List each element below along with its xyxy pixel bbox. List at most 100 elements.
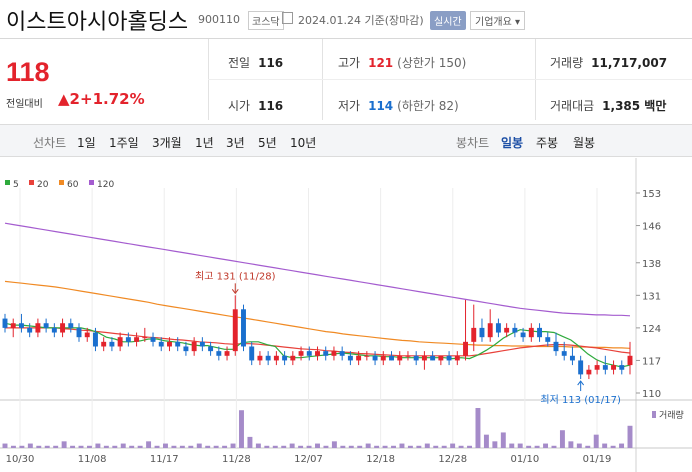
- volume-bar: [450, 443, 456, 448]
- tab-weekly[interactable]: 주봉: [536, 136, 559, 150]
- volume-bar: [281, 445, 287, 448]
- volume-bar: [86, 445, 92, 448]
- volume-bar: [171, 445, 177, 448]
- y-tick-label: 131: [642, 291, 661, 302]
- low-annotation-arrowhead: [577, 380, 585, 386]
- volume-bar: [585, 445, 591, 448]
- volume-bar: [340, 445, 346, 448]
- candle-body: [438, 355, 444, 361]
- tab-monthly[interactable]: 월봉: [573, 136, 596, 150]
- tab-5y[interactable]: 5년: [258, 136, 277, 150]
- volume-bar: [365, 443, 371, 448]
- volume-bar: [551, 445, 557, 448]
- candle-body: [389, 355, 394, 361]
- legend-label: 120: [97, 180, 114, 190]
- volume-bar: [391, 445, 396, 448]
- candle-body: [347, 355, 353, 361]
- volume-bar: [44, 445, 50, 448]
- volume-bar: [534, 445, 540, 448]
- volume-bar: [19, 445, 25, 448]
- volume-bar: [188, 445, 194, 448]
- candle-body: [479, 327, 485, 338]
- candle-body: [273, 355, 279, 361]
- candle-body: [224, 351, 230, 356]
- volume-bar: [179, 445, 185, 448]
- volume-bar: [593, 434, 599, 448]
- realtime-button[interactable]: 실시간: [430, 11, 466, 30]
- candle-body: [125, 337, 131, 342]
- base-date: 2024.01.24 기준(장마감): [298, 14, 424, 27]
- candle-body: [158, 341, 164, 347]
- volume-legend-swatch: [652, 411, 656, 418]
- candle-body: [199, 341, 205, 347]
- volume-bar: [264, 445, 270, 448]
- volume-bar: [53, 445, 59, 448]
- divider: [0, 38, 692, 39]
- volume-bar: [619, 443, 625, 448]
- x-tick-label: 01/19: [583, 454, 612, 465]
- candle-body: [520, 332, 526, 338]
- volume-bar: [10, 445, 16, 448]
- volume-bar: [399, 443, 405, 448]
- candle-body: [430, 355, 436, 361]
- tab-daily[interactable]: 일봉: [501, 136, 524, 150]
- volume-bar: [196, 443, 202, 448]
- change-label: 전일대비: [6, 99, 43, 110]
- candle-body: [18, 323, 24, 328]
- y-tick-label: 110: [642, 389, 661, 400]
- candle-body: [356, 355, 362, 361]
- volume-bar: [213, 445, 219, 448]
- volume-bar: [441, 445, 447, 448]
- amount-field: 거래대금 1,385 백만: [550, 99, 667, 113]
- tab-1w[interactable]: 1주일: [109, 136, 139, 150]
- candle-body: [27, 327, 33, 333]
- company-overview-dropdown[interactable]: 기업개요 ▾: [470, 11, 525, 30]
- volume-bar: [103, 445, 109, 448]
- x-tick-label: 12/18: [366, 454, 395, 465]
- moving-average-ma60: [4, 280, 631, 349]
- candle-body: [241, 309, 246, 347]
- volume-bar: [348, 445, 354, 448]
- tab-3y[interactable]: 3년: [226, 136, 245, 150]
- candle-body: [421, 355, 427, 361]
- volume-bar: [509, 443, 515, 448]
- candle-body: [208, 346, 214, 352]
- x-tick-label: 11/17: [150, 454, 179, 465]
- volume-bar: [146, 441, 152, 448]
- candle-body: [578, 360, 584, 375]
- calendar-icon: [282, 12, 293, 24]
- tab-1d[interactable]: 1일: [77, 136, 96, 150]
- candle-body: [10, 323, 16, 328]
- volume-bar: [205, 445, 211, 448]
- x-tick-label: 01/10: [510, 454, 539, 465]
- legend-swatch: [29, 180, 34, 185]
- candle-body: [619, 365, 625, 370]
- change-percent: +1.72%: [80, 90, 145, 108]
- x-tick-label: 11/28: [222, 454, 251, 465]
- volume-bar: [517, 443, 523, 448]
- low-field: 저가 114 (하한가 82): [338, 99, 459, 113]
- candle-body: [487, 323, 493, 338]
- volume-bar: [416, 445, 422, 448]
- candle-body: [561, 351, 567, 356]
- tab-3m[interactable]: 3개월: [152, 136, 182, 150]
- legend-swatch: [89, 180, 94, 185]
- volume-bar: [467, 445, 472, 448]
- volume-bar: [331, 441, 337, 448]
- candle-body: [101, 341, 107, 347]
- volume-bar: [315, 443, 320, 448]
- candle-body: [594, 365, 600, 370]
- market-badge: 코스닥: [248, 11, 284, 30]
- candle-body: [512, 327, 518, 333]
- volume-bar: [458, 445, 464, 448]
- tab-10y[interactable]: 10년: [290, 136, 317, 150]
- volume-bar: [357, 445, 363, 448]
- volume-bar: [500, 432, 506, 448]
- candle-body: [463, 341, 468, 356]
- candle-body: [504, 327, 510, 333]
- y-tick-label: 146: [642, 222, 661, 233]
- tab-1y[interactable]: 1년: [195, 136, 214, 150]
- candle-body: [446, 355, 452, 361]
- volume-bar: [424, 443, 430, 448]
- y-tick-label: 153: [642, 189, 661, 200]
